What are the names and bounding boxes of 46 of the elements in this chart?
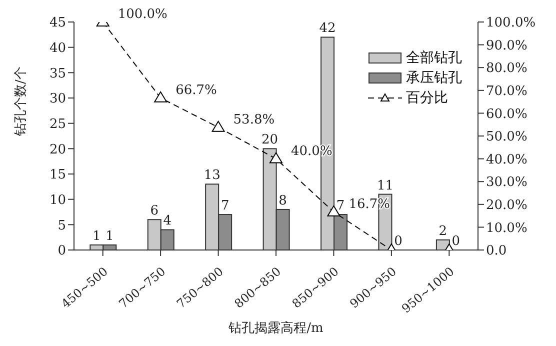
data-label: 1 (106, 228, 114, 244)
y-tick-label: 20 (49, 142, 66, 158)
y-tick-label: 25 (49, 116, 66, 132)
y-tick-label: 45 (49, 16, 66, 31)
legend-label: 百分比 (406, 89, 448, 108)
y-tick-label: 10 (49, 192, 66, 208)
y2-tick-label: 60.0% (486, 106, 528, 122)
y2-tick-label: 90.0% (486, 38, 528, 54)
data-label: 4 (163, 214, 172, 229)
data-label: 13 (204, 168, 220, 184)
y-tick-label: 35 (49, 66, 66, 82)
data-label: 2 (438, 224, 448, 239)
point (212, 120, 225, 132)
data-label: 8 (278, 193, 287, 208)
data-label: 7 (336, 198, 345, 214)
y-tick-label: 15 (49, 168, 66, 183)
y-tick-label: 5 (58, 218, 66, 234)
data-label: 42 (319, 21, 336, 36)
data-label: 7 (220, 198, 230, 214)
y-tick-label: 30 (49, 92, 66, 107)
data-label: 6 (150, 204, 159, 219)
y-tick-label: 0 (58, 244, 66, 259)
y2-tick-label: 50.0% (486, 130, 528, 145)
data-label: 11 (376, 178, 394, 194)
data-label: 53.8% (233, 112, 275, 128)
y2-tick-label: 70.0% (486, 84, 528, 100)
legend-label: 承压钻孔 (406, 69, 462, 88)
point (270, 152, 282, 164)
y2-tick-label: 100.0% (486, 16, 536, 31)
legend-label: 全部钻孔 (406, 49, 462, 68)
y-tick-label: 40 (49, 40, 66, 56)
data-label: 66.7% (176, 82, 217, 98)
y2-tick-label: 80.0% (486, 61, 528, 76)
y-axis-title: 钻孔个数/个 (14, 66, 29, 137)
y2-tick-label: 10.0% (486, 220, 528, 236)
data-label: 0 (452, 234, 460, 249)
y2-tick-label: 20.0% (486, 198, 528, 214)
data-label: 1 (92, 228, 101, 244)
data-label: 20 (262, 132, 278, 148)
y2-tick-label: 0.0 (486, 244, 507, 259)
data-label: 100.0% (118, 7, 168, 22)
x-axis-title: 钻孔揭露高程/m (228, 320, 324, 336)
y2-tick-label: 40.0% (486, 152, 528, 168)
y2-tick-label: 30.0% (486, 175, 528, 190)
data-label: 0 (394, 234, 402, 249)
point (154, 91, 168, 102)
